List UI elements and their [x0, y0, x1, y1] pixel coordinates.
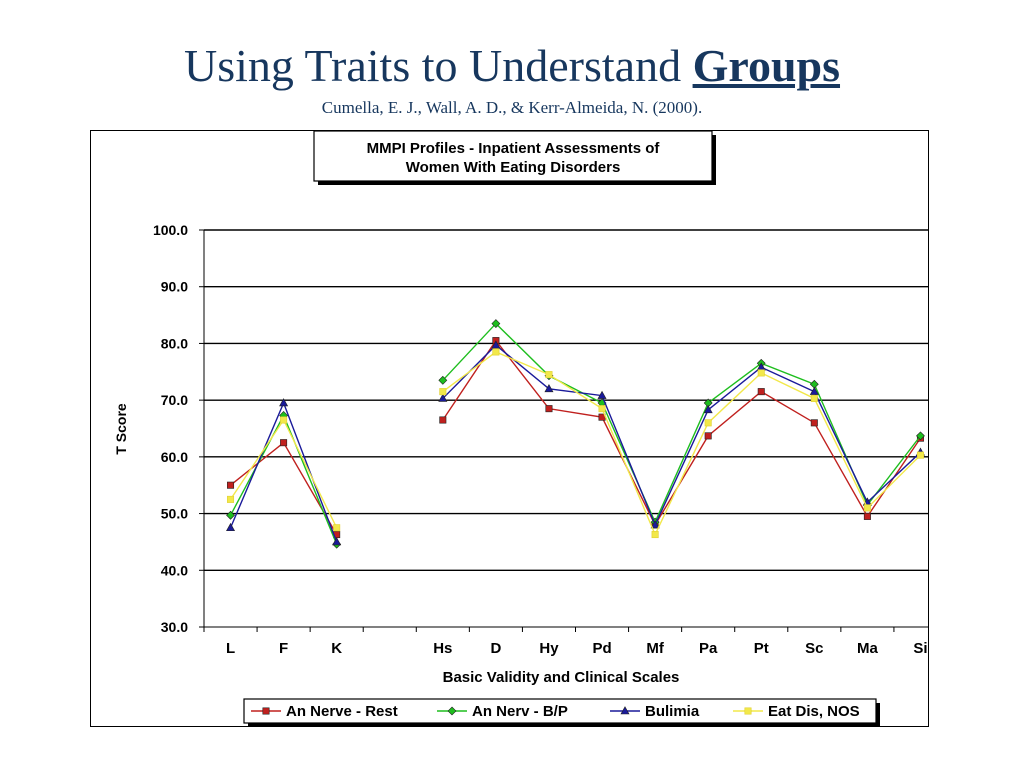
data-point-eat-dis-nos [651, 531, 659, 539]
data-point-eat-dis-nos [492, 348, 500, 356]
data-point-eat-dis-nos [757, 369, 765, 377]
slide-title-emphasis: Groups [692, 40, 841, 91]
data-point-an-nerve-rest [704, 432, 712, 440]
legend-box [243, 698, 877, 724]
data-point-an-nerve-rest [280, 439, 288, 447]
data-point-an-nerve-rest [545, 405, 553, 413]
data-point-bulimia [279, 398, 289, 407]
data-point-an-nerve-rest [863, 512, 871, 520]
y-tick-label: 70.0 [161, 392, 188, 408]
y-tick-label: 30.0 [161, 619, 188, 635]
slide-title: Using Traits to Understand Groups [0, 38, 1024, 94]
data-point-eat-dis-nos [810, 394, 818, 402]
x-tick-label: Hs [433, 640, 452, 657]
y-tick-label: 80.0 [161, 335, 188, 351]
x-tick-label: Pd [592, 640, 611, 657]
legend: An Nerve - Rest An Nerv - B/P Bulimia Eat D… [251, 703, 860, 720]
data-point-eat-dis-nos [280, 416, 288, 424]
y-axis-ticks: 30.0 40.0 50.0 60.0 70.0 80.0 90.0 100.0 [153, 222, 204, 635]
data-point-bulimia [703, 404, 713, 414]
y-tick-label: 60.0 [161, 449, 188, 465]
series-line-eat-dis-nos [442, 351, 921, 537]
legend-label-bulimia: Bulimia [645, 703, 700, 720]
x-tick-label: Ma [857, 640, 878, 657]
slide-title-main: Using Traits to Understand [183, 40, 682, 91]
y-tick-label: 50.0 [161, 506, 188, 522]
legend-marker-eat-dis-nos [744, 707, 752, 715]
data-point-bulimia [226, 522, 236, 532]
chart-frame: MMPI Profiles - Inpatient Assessments of… [90, 130, 929, 727]
data-point-an-nerv-b-p [916, 431, 925, 441]
x-tick-label: Hy [539, 640, 559, 657]
data-point-bulimia [650, 520, 660, 529]
x-tick-label: D [490, 640, 501, 657]
data-point-bulimia [438, 393, 448, 402]
y-tick-label: 40.0 [161, 562, 188, 578]
data-point-bulimia [809, 386, 819, 395]
data-point-an-nerve-rest [439, 416, 447, 424]
legend-marker-bulimia [620, 706, 630, 715]
data-point-eat-dis-nos [863, 504, 871, 512]
x-axis-label: Basic Validity and Clinical Scales [443, 669, 680, 686]
y-tick-label: 90.0 [161, 279, 188, 295]
legend-label-an-nerv-b-p: An Nerv - B/P [472, 703, 568, 720]
y-axis-label: T Score [113, 403, 129, 455]
legend-marker-an-nerv-b-p [447, 706, 457, 716]
chart-title-box [313, 131, 713, 182]
series-line-an-nerv-b-p [442, 322, 922, 524]
x-tick-label: K [331, 640, 342, 657]
data-point-an-nerve-rest [227, 481, 235, 489]
x-tick-label: Sc [805, 640, 823, 657]
series-line-an-nerv-b-p [229, 413, 338, 545]
chart-title-line-1: MMPI Profiles - Inpatient Assessments of [367, 140, 661, 157]
gridlines [204, 229, 928, 571]
plot-area [203, 229, 928, 628]
line-chart: MMPI Profiles - Inpatient Assessments of… [113, 131, 928, 726]
series-line-eat-dis-nos [229, 418, 338, 529]
y-tick-label: 100.0 [153, 222, 188, 238]
data-point-bulimia [597, 390, 607, 399]
data-point-eat-dis-nos [916, 451, 924, 459]
series-bulimia [226, 340, 925, 546]
data-point-an-nerve-rest [757, 388, 765, 396]
slide-citation: Cumella, E. J., Wall, A. D., & Kerr-Alme… [321, 98, 703, 117]
data-point-an-nerv-b-p [491, 319, 501, 329]
legend-label-an-nerve-rest: An Nerve - Rest [286, 703, 398, 720]
x-tick-label: Pa [699, 640, 718, 657]
series-an-nerv-b-p [226, 319, 925, 549]
data-point-an-nerve-rest [810, 419, 818, 427]
legend-marker-an-nerve-rest [262, 707, 270, 715]
x-tick-label: Mf [646, 640, 664, 657]
series-eat-dis-nos [227, 348, 924, 539]
legend-label-eat-dis-nos: Eat Dis, NOS [768, 703, 860, 720]
data-point-an-nerv-b-p [226, 510, 235, 520]
data-point-eat-dis-nos [598, 405, 606, 413]
chart-title-line-2: Women With Eating Disorders [406, 159, 621, 176]
x-tick-label: Si [913, 640, 927, 657]
series-line-bulimia [442, 344, 921, 527]
data-point-eat-dis-nos [439, 388, 447, 396]
x-tick-label: F [279, 640, 288, 657]
data-point-eat-dis-nos [704, 419, 712, 427]
data-point-eat-dis-nos [227, 495, 235, 503]
data-point-an-nerv-b-p [438, 375, 448, 385]
series-an-nerve-rest [227, 337, 924, 539]
data-point-bulimia [491, 340, 501, 349]
x-tick-label: L [226, 640, 235, 657]
data-point-eat-dis-nos [545, 371, 553, 379]
x-axis-ticks: L F K Hs D Hy Pd Mf Pa Pt Sc Ma Si [203, 627, 928, 657]
series-line-an-nerve-rest [442, 339, 922, 527]
x-tick-label: Pt [754, 640, 769, 657]
series-group [226, 319, 925, 549]
data-point-eat-dis-nos [333, 524, 341, 532]
data-point-bulimia [332, 537, 342, 546]
data-point-bulimia [544, 383, 554, 393]
